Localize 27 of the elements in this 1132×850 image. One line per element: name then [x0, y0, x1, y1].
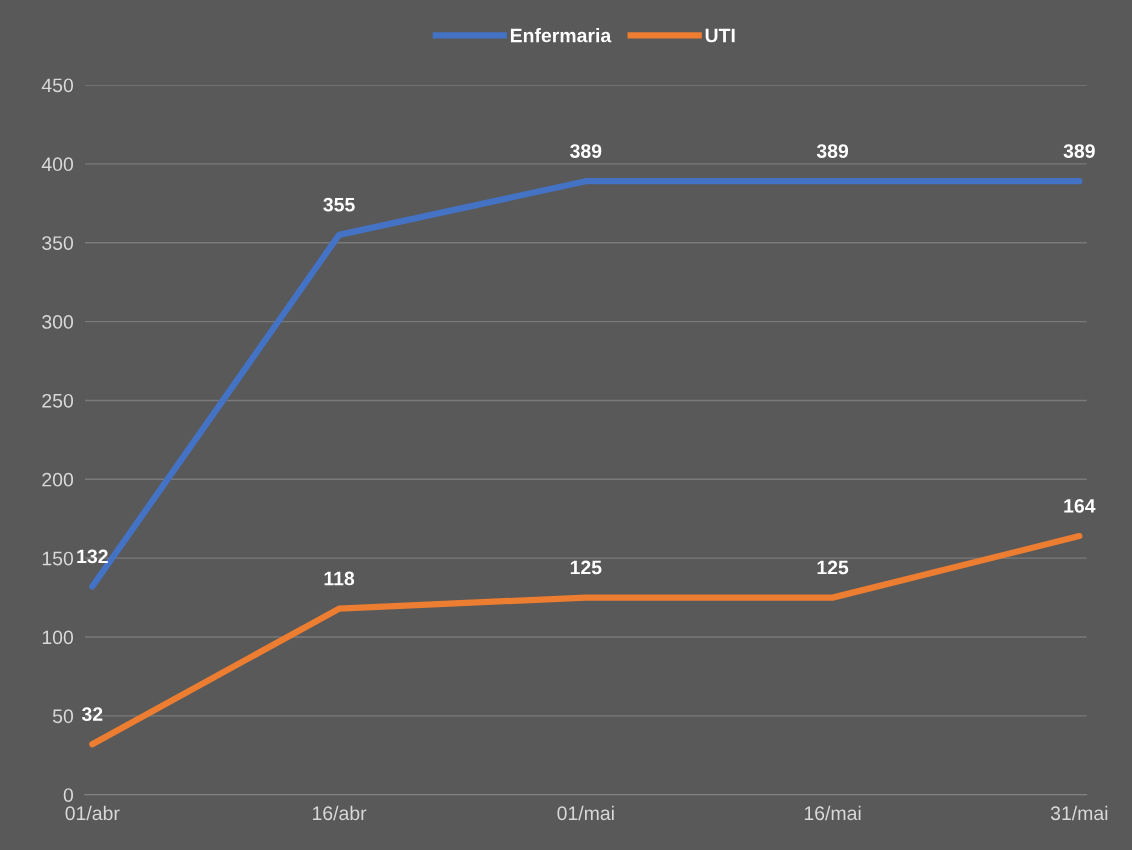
data-label: 164: [1064, 499, 1096, 513]
y-tick-label: 50: [52, 709, 74, 724]
x-tick-label: 01/mai: [557, 805, 614, 821]
legend-label: UTI: [705, 28, 735, 43]
y-tick-label: 200: [42, 472, 74, 487]
y-tick-label: 150: [42, 551, 74, 566]
y-tick-label: 450: [41, 78, 74, 93]
data-label: 125: [570, 560, 602, 575]
x-tick-label: 16/abr: [312, 805, 367, 821]
data-label: 118: [324, 571, 355, 586]
data-label: 32: [81, 707, 103, 722]
x-tick-label: 16/mai: [804, 805, 861, 821]
x-tick-label: 31/mai: [1050, 805, 1108, 821]
data-label: 389: [570, 144, 602, 158]
y-tick-label: 250: [42, 393, 74, 408]
x-tick-label: 01/abr: [65, 805, 120, 821]
y-tick-label: 100: [42, 630, 74, 645]
data-label: 355: [323, 197, 355, 212]
data-label: 125: [817, 560, 849, 575]
y-tick-label: 400: [41, 157, 74, 172]
legend-label: Enfermaria: [510, 28, 612, 43]
data-label: 132: [77, 549, 108, 564]
y-tick-label: 350: [42, 236, 74, 250]
data-label: 389: [816, 144, 849, 158]
data-label: 389: [1063, 144, 1095, 158]
y-tick-label: 0: [63, 788, 74, 802]
y-tick-label: 300: [42, 315, 74, 329]
